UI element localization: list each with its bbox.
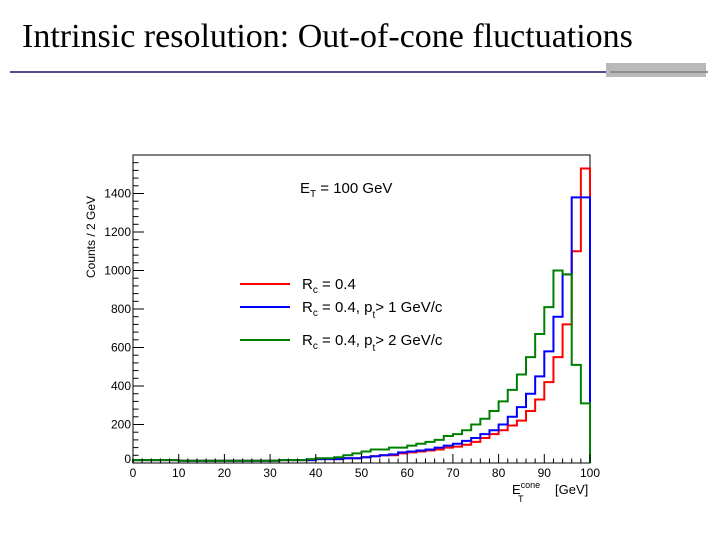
x-tick-label: 70: [446, 466, 460, 480]
legend-label-2: Rc = 0.4, pt> 2 GeV/c: [302, 332, 443, 354]
y-axis-label: Counts / 2 GeV: [84, 196, 98, 278]
energy-annotation: ET = 100 GeV: [300, 180, 392, 200]
title-decoration-box: [606, 63, 706, 77]
x-tick-label: 20: [218, 466, 232, 480]
x-axis-label: Econe T[GeV]: [512, 480, 588, 504]
title-rule: [10, 71, 610, 73]
y-tick-label: 1400: [104, 187, 131, 201]
x-tick-label: 100: [580, 466, 600, 480]
x-tick-label: 80: [492, 466, 506, 480]
x-tick-label: 50: [355, 466, 369, 480]
x-tick-label: 0: [130, 466, 137, 480]
legend-label-1: Rc = 0.4, pt> 1 GeV/c: [302, 299, 443, 321]
histogram-series-2: [132, 269, 591, 463]
histogram-series-1: [132, 196, 591, 463]
x-tick-label: 10: [172, 466, 186, 480]
y-tick-label: 200: [111, 418, 131, 432]
y-tick-label: 0: [124, 452, 131, 466]
y-tick-label: 600: [111, 341, 131, 355]
y-tick-label: 400: [111, 379, 131, 393]
y-tick-label: 1200: [104, 225, 131, 239]
y-tick-label: 1000: [104, 264, 131, 278]
slide-title: Intrinsic resolution: Out-of-cone fluctu…: [22, 18, 633, 55]
legend-label-0: Rc = 0.4: [302, 276, 356, 296]
y-tick-label: 800: [111, 302, 131, 316]
x-tick-label: 90: [538, 466, 552, 480]
x-tick-label: 40: [309, 466, 323, 480]
x-tick-label: 30: [263, 466, 277, 480]
title-decoration-line: [610, 71, 708, 73]
x-tick-label: 60: [401, 466, 415, 480]
